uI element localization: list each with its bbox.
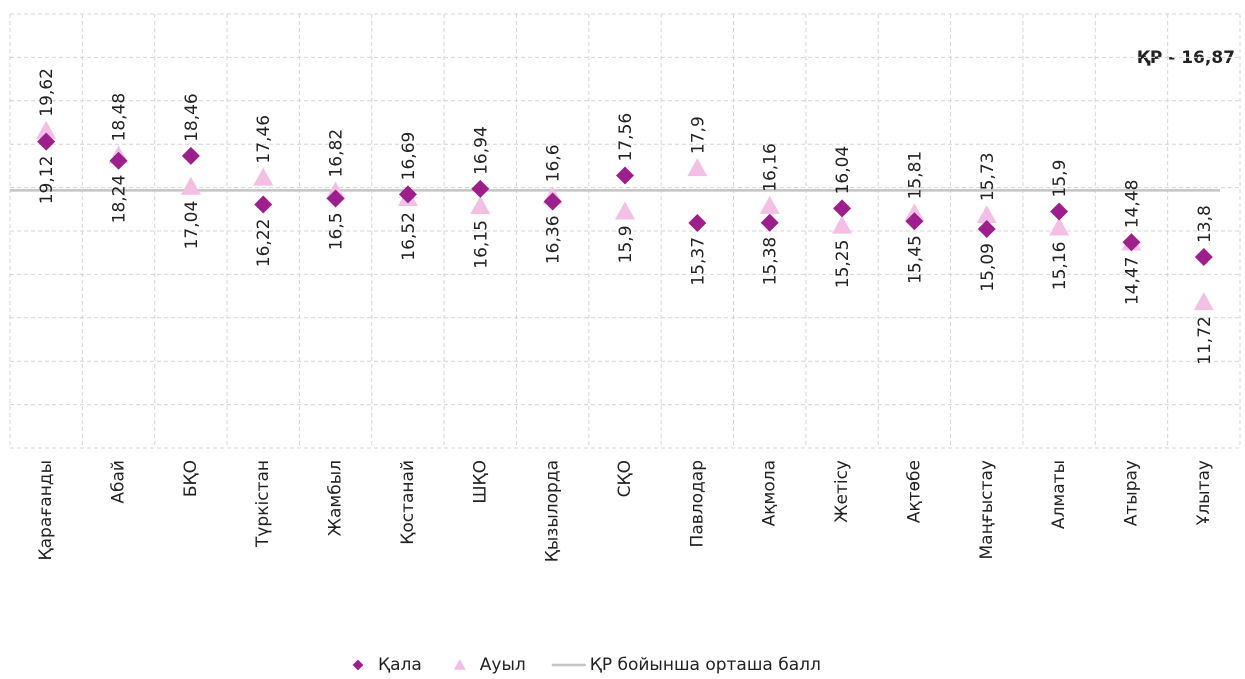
x-tick-label: Қостанай [398, 460, 418, 545]
value-label: 15,37 [688, 237, 708, 286]
diamond-marker [398, 185, 417, 204]
value-label: 18,48 [110, 93, 130, 142]
value-label: 16,82 [327, 129, 347, 178]
value-label: 16,52 [399, 212, 419, 261]
value-label: 14,48 [1122, 180, 1142, 229]
legend-label: Ауыл [480, 655, 526, 675]
value-label: 15,09 [978, 243, 998, 292]
value-label: 17,46 [254, 115, 274, 164]
diamond-marker [977, 220, 996, 239]
triangle-marker [1049, 217, 1070, 236]
diamond-marker [37, 132, 56, 151]
value-label: 15,25 [833, 240, 853, 289]
x-tick-label: Атырау [1121, 460, 1141, 526]
value-label: 11,72 [1195, 316, 1215, 365]
value-label: 15,9 [1050, 160, 1070, 198]
diamond-marker [254, 195, 273, 214]
value-label: 15,73 [978, 152, 998, 201]
triangle-marker [180, 176, 201, 195]
diamond-marker [760, 213, 779, 232]
diamond-marker [905, 212, 924, 231]
diamond-marker [471, 179, 490, 198]
value-label: 19,12 [37, 156, 57, 205]
triangle-marker [253, 167, 274, 186]
x-tick-label: Алматы [1049, 460, 1069, 529]
triangle-marker [832, 215, 853, 234]
value-label: 16,04 [833, 146, 853, 195]
value-label: 14,47 [1122, 257, 1142, 306]
value-label: 13,8 [1195, 205, 1215, 243]
value-label: 18,24 [110, 175, 130, 224]
value-label: 17,56 [616, 113, 636, 162]
triangle-marker [687, 158, 708, 177]
value-label: 19,62 [37, 68, 57, 117]
x-tick-label: Ақтөбе [904, 460, 924, 523]
diamond-marker [109, 151, 128, 170]
diamond-marker [688, 213, 707, 232]
x-tick-label: Қарағанды [36, 460, 56, 560]
legend-label: ҚР бойынша орташа балл [590, 655, 821, 675]
triangle-marker [976, 205, 997, 224]
x-tick-label: Павлодар [687, 460, 707, 547]
triangle-marker [36, 120, 57, 139]
annotation: ҚР - 16,87 [1137, 48, 1235, 68]
x-tick-label: Ұлытау [1194, 460, 1214, 526]
value-label: 15,81 [905, 151, 925, 200]
value-label: 16,5 [327, 212, 347, 250]
x-tick-label: Қызылорда [543, 460, 563, 562]
diamond-marker [326, 189, 345, 208]
x-tick-label: Маңғыстау [977, 460, 997, 560]
diamond-marker [833, 199, 852, 218]
x-tick-label: Ақмола [760, 460, 780, 526]
legend-marker [453, 659, 466, 670]
value-label: 16,6 [544, 144, 564, 182]
value-label: 16,16 [761, 143, 781, 192]
value-label: 17,9 [688, 116, 708, 154]
diamond-marker [1194, 248, 1213, 267]
triangle-marker [615, 201, 635, 220]
x-tick-label: Түркістан [253, 460, 273, 548]
value-label: 16,94 [471, 126, 491, 175]
x-tick-label: Жетісу [832, 460, 852, 523]
value-label: 16,69 [399, 132, 419, 181]
x-tick-label: ШҚО [470, 460, 490, 504]
legend-label: Қала [378, 655, 422, 675]
x-tick-label: Абай [109, 460, 129, 504]
value-label: 16,36 [544, 215, 564, 264]
value-label: 15,9 [616, 225, 636, 263]
triangle-marker [1193, 292, 1214, 311]
value-label: 18,46 [182, 93, 202, 142]
diamond-marker [1122, 233, 1141, 252]
value-label: 16,15 [471, 220, 491, 269]
triangle-marker [470, 196, 491, 215]
value-label: 15,38 [761, 237, 781, 286]
x-tick-label: СҚО [615, 460, 635, 497]
x-tick-label: Жамбыл [326, 460, 346, 536]
legend-marker [352, 659, 364, 671]
value-label: 15,16 [1050, 242, 1070, 291]
diamond-marker [616, 166, 634, 185]
value-label: 15,45 [905, 235, 925, 284]
diamond-marker [1050, 202, 1069, 221]
value-label: 17,04 [182, 201, 202, 250]
diamond-marker [181, 146, 200, 165]
value-label: 16,22 [254, 219, 274, 268]
triangle-marker [759, 195, 780, 214]
x-tick-label: БҚО [181, 460, 201, 497]
diamond-marker [543, 192, 562, 211]
